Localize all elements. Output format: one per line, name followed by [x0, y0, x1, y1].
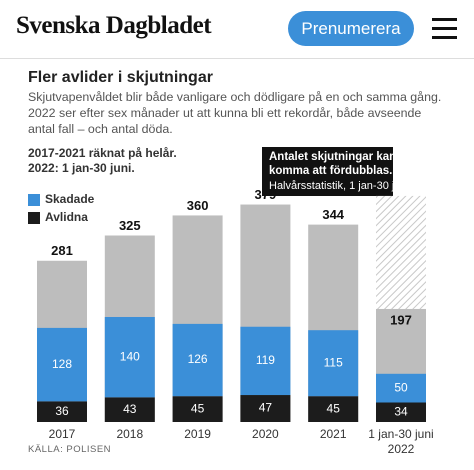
total-label: 379	[255, 187, 277, 202]
bar-segment	[240, 395, 291, 422]
x-tick-label: 2018	[116, 427, 144, 441]
divider	[0, 58, 474, 59]
bar-segment	[172, 396, 223, 422]
legend-swatch	[28, 194, 40, 206]
x-tick-label: 1 jan-30 juni 2022	[368, 427, 434, 456]
x-tick-label: 2017	[48, 427, 76, 441]
legend-label: Avlidna	[45, 210, 88, 224]
value-label: 47	[259, 401, 273, 415]
bar-segment	[37, 327, 87, 402]
annotation-title: komma att fördubblas.	[269, 165, 392, 177]
total-label: 197	[390, 312, 412, 327]
bar-segment	[308, 330, 359, 397]
value-label: 36	[55, 404, 69, 418]
total-label: 281	[51, 243, 73, 258]
value-label: 119	[256, 353, 275, 367]
legend-swatch	[28, 212, 40, 224]
bar-segment	[240, 326, 291, 396]
total-label: 325	[119, 218, 141, 233]
subscribe-button[interactable]: Prenumerera	[288, 11, 414, 46]
value-label: 140	[120, 349, 140, 363]
value-label: 45	[191, 401, 205, 415]
source: KÄLLA: POLISEN	[28, 444, 112, 455]
x-tick-label: 2021	[319, 427, 347, 441]
value-label: 115	[324, 355, 343, 369]
value-label: 45	[327, 401, 341, 415]
chart-title: Fler avlider i skjutningar	[28, 69, 213, 86]
value-label: 34	[394, 404, 408, 418]
annotation-text: Halvårsstatistik, 1 jan-30 juni.	[269, 180, 412, 192]
total-label: 344	[322, 207, 344, 222]
chart-subtitle: Skjutvapenvåldet blir både vanligare och…	[28, 90, 442, 136]
note: 2017-2021 räknat på helår.	[28, 146, 177, 160]
bar-segment	[104, 397, 155, 422]
value-label: 128	[52, 357, 72, 371]
legend-label: Skadade	[45, 192, 95, 206]
x-tick-label: 2020	[252, 427, 279, 441]
bar-segment	[376, 402, 426, 422]
bar-segment	[376, 373, 426, 403]
bar-segment	[308, 396, 359, 422]
annotation-title: Antalet skjutningar kan	[269, 151, 396, 163]
x-tick-label: 2019	[184, 427, 211, 441]
bar-segment	[104, 316, 155, 398]
value-label: 126	[188, 352, 208, 366]
value-label: 50	[394, 380, 408, 394]
bar-segment	[37, 401, 87, 422]
total-label: 360	[187, 198, 209, 213]
bar-segment	[172, 323, 223, 397]
brand[interactable]: Svenska Dagbladet	[16, 12, 212, 39]
value-label: 43	[123, 402, 137, 416]
note: 2022: 1 jan-30 juni.	[28, 161, 135, 175]
annotation-box	[262, 147, 393, 196]
menu-icon[interactable]	[432, 18, 457, 45]
